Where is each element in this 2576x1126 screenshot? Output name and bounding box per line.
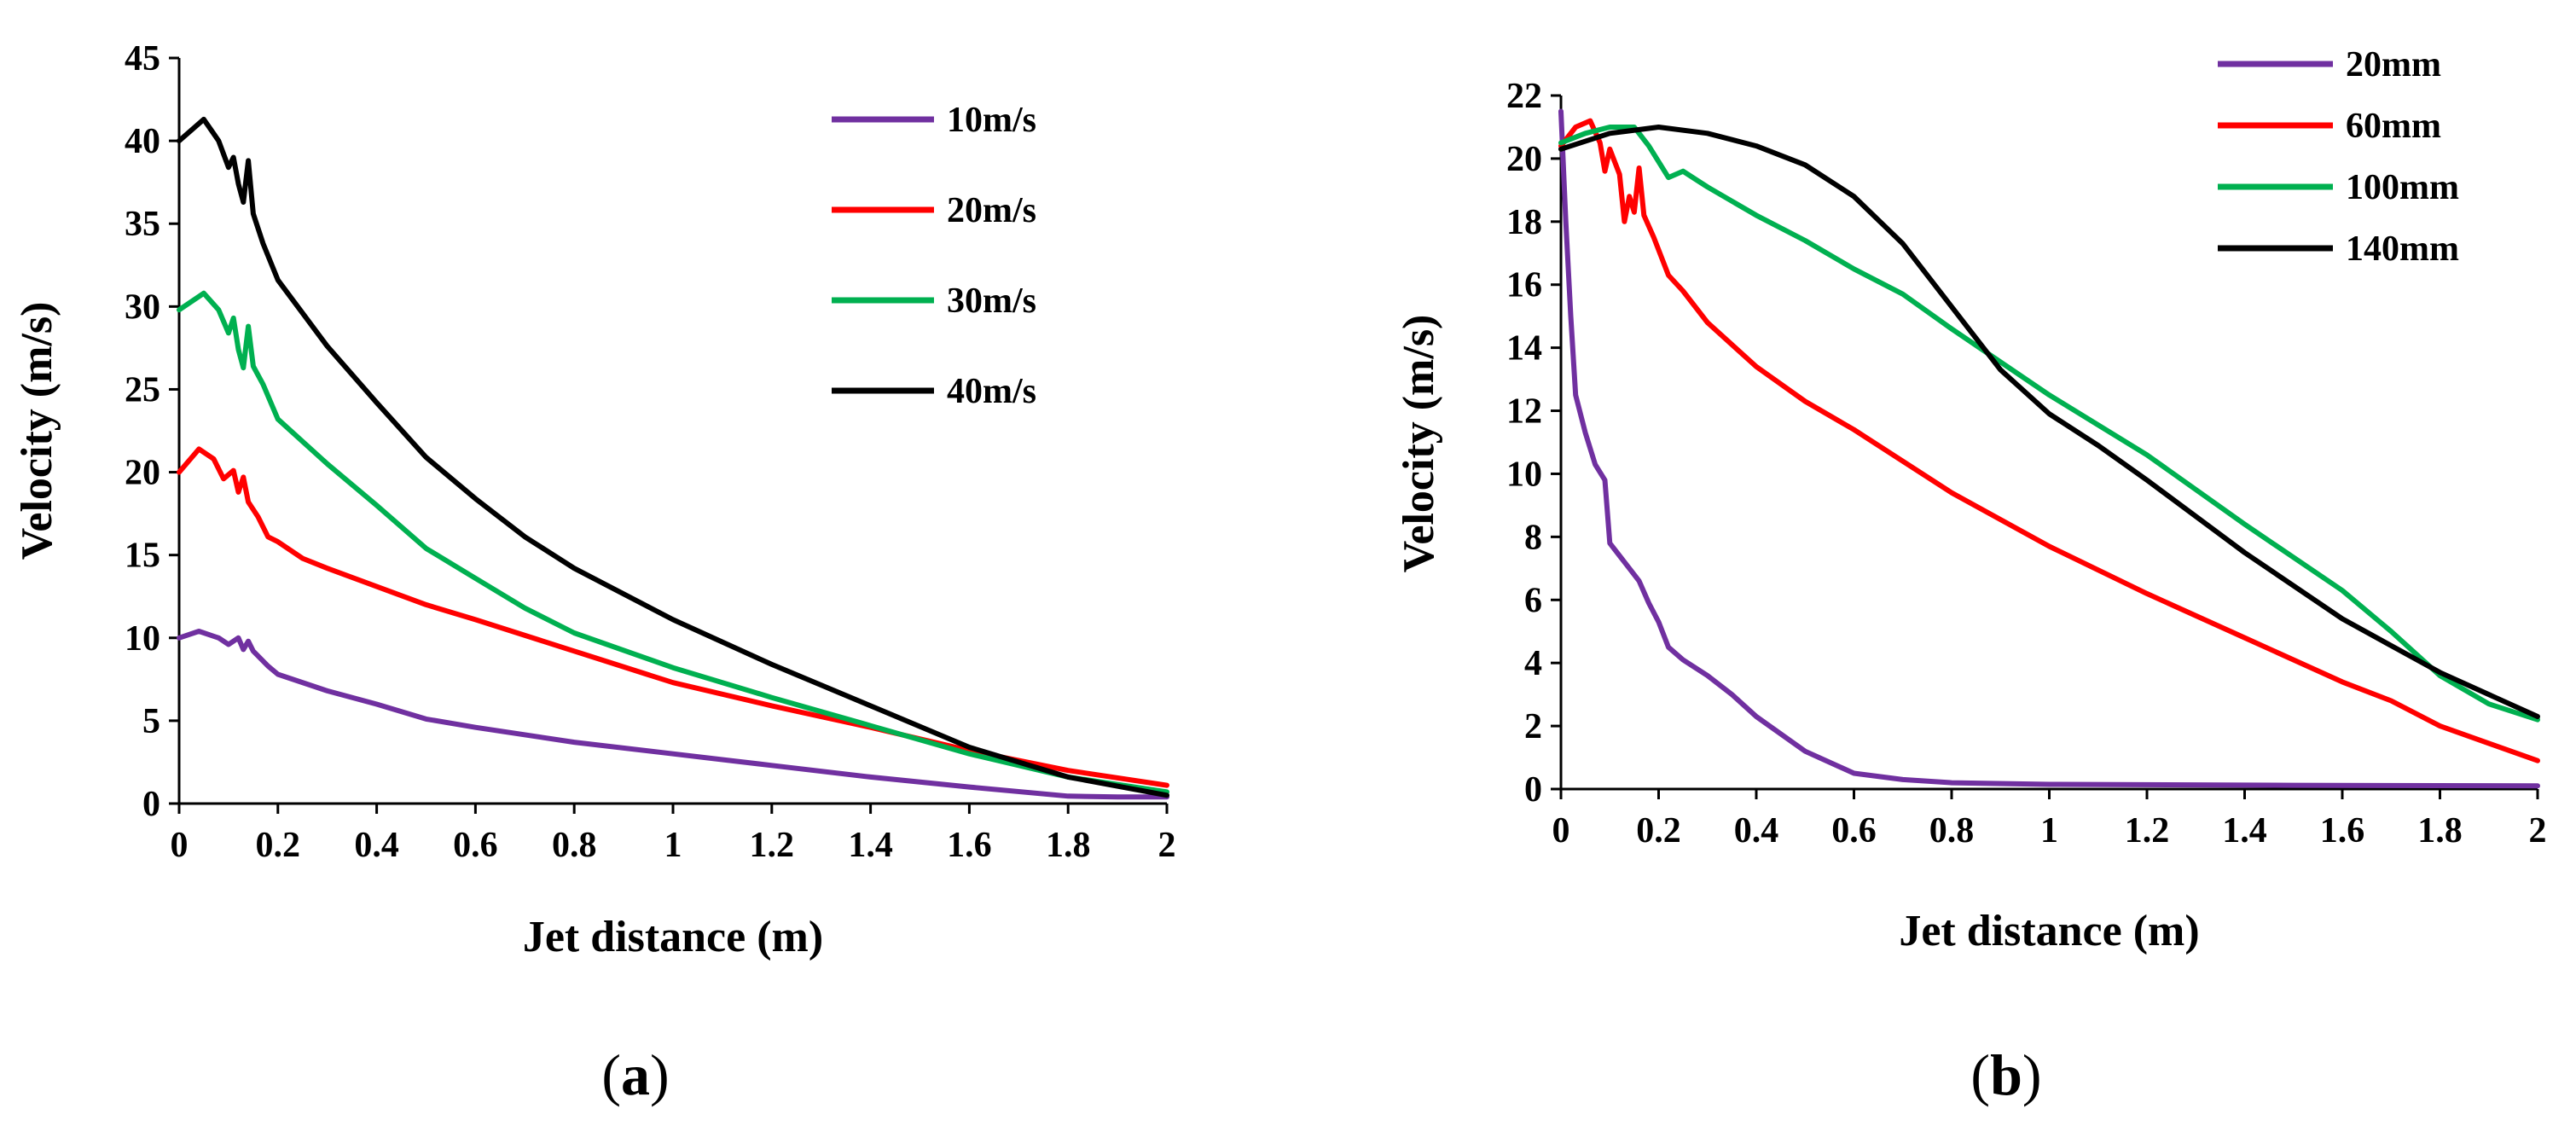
- x-tick-label: 1: [2040, 811, 2058, 850]
- legend-label: 40m/s: [947, 372, 1036, 411]
- x-tick-label: 0.4: [1734, 811, 1779, 850]
- x-tick-label: 1.4: [848, 826, 893, 865]
- y-tick-label: 10: [125, 619, 160, 659]
- y-tick-label: 45: [125, 39, 160, 78]
- x-axis-label: Jet distance (m): [523, 913, 823, 961]
- x-tick-label: 0.6: [1831, 811, 1877, 850]
- x-tick-label: 2: [1158, 826, 1176, 865]
- x-tick-label: 0.6: [453, 826, 498, 865]
- y-tick-label: 22: [1506, 77, 1542, 116]
- legend-label: 20mm: [2346, 45, 2441, 84]
- y-tick-label: 12: [1506, 392, 1542, 432]
- x-tick-label: 1.6: [947, 826, 992, 865]
- y-tick-label: 15: [125, 537, 160, 576]
- series-line-20mm: [1558, 108, 2540, 789]
- y-tick-label: 18: [1506, 203, 1542, 242]
- x-tick-label: 1.6: [2320, 811, 2365, 850]
- x-tick-label: 1.8: [2417, 811, 2463, 850]
- series-line-20m/s: [177, 446, 1169, 788]
- series-line-30m/s: [177, 290, 1169, 795]
- y-tick-label: 30: [125, 287, 160, 327]
- y-tick-label: 0: [142, 785, 160, 824]
- x-tick-label: 1.8: [1046, 826, 1091, 865]
- x-tick-label: 0.2: [256, 826, 301, 865]
- panel-label-b: (b): [1970, 1042, 2041, 1107]
- x-tick-label: 2: [2529, 811, 2547, 850]
- y-tick-label: 14: [1506, 329, 1542, 369]
- series-line-140mm: [1558, 125, 2540, 719]
- y-tick-label: 8: [1524, 518, 1542, 557]
- y-tick-label: 40: [125, 122, 160, 161]
- series-line-100mm: [1558, 125, 2540, 723]
- panel-label-a: (a): [601, 1042, 669, 1107]
- y-tick-label: 20: [1506, 140, 1542, 179]
- chart-panel-b: 0 2 4 6 8 10 12 14 16 18 20 22 0 0.2 0.4 0.6 0.8 1 1.2 1.4 1…: [1395, 45, 2547, 955]
- legend-label: 100mm: [2346, 168, 2459, 207]
- x-tick-label: 0.8: [552, 826, 597, 865]
- y-axis-label: Velocity (m/s): [1395, 315, 1443, 573]
- x-tick-label: 0.2: [1636, 811, 1681, 850]
- x-tick-label: 1: [664, 826, 682, 865]
- legend-label: 140mm: [2346, 229, 2459, 269]
- y-tick-label: 2: [1524, 707, 1542, 746]
- y-axis-label: Velocity (m/s): [13, 302, 61, 560]
- series-line-60mm: [1558, 118, 2540, 763]
- legend-label: 60mm: [2346, 107, 2441, 146]
- y-tick-label: 5: [142, 702, 160, 741]
- series-line-40m/s: [177, 116, 1169, 798]
- chart-panel-a: 0 5 10 15 20 25 30 35 40 45 0 0.2 0.4 0.6 0.8 1 1.2 1.4 1.…: [13, 39, 1176, 961]
- x-tick-label: 1.2: [2125, 811, 2170, 850]
- x-tick-label: 0.4: [354, 826, 399, 865]
- legend-label: 10m/s: [947, 101, 1036, 140]
- legend-label: 30m/s: [947, 282, 1036, 321]
- x-tick-label: 1.4: [2222, 811, 2267, 850]
- x-tick-label: 0: [1552, 811, 1570, 850]
- x-tick-label: 0: [171, 826, 189, 865]
- series-line-10m/s: [177, 629, 1169, 800]
- legend-label: 20m/s: [947, 191, 1036, 230]
- y-tick-label: 10: [1506, 455, 1542, 494]
- y-tick-label: 4: [1524, 644, 1542, 683]
- x-axis-label: Jet distance (m): [1899, 907, 2199, 955]
- y-tick-label: 20: [125, 454, 160, 493]
- y-tick-label: 16: [1506, 266, 1542, 305]
- x-tick-label: 0.8: [1929, 811, 1975, 850]
- y-tick-label: 0: [1524, 770, 1542, 810]
- y-tick-label: 6: [1524, 581, 1542, 620]
- x-tick-label: 1.2: [750, 826, 795, 865]
- y-tick-label: 35: [125, 205, 160, 244]
- y-tick-label: 25: [125, 370, 160, 409]
